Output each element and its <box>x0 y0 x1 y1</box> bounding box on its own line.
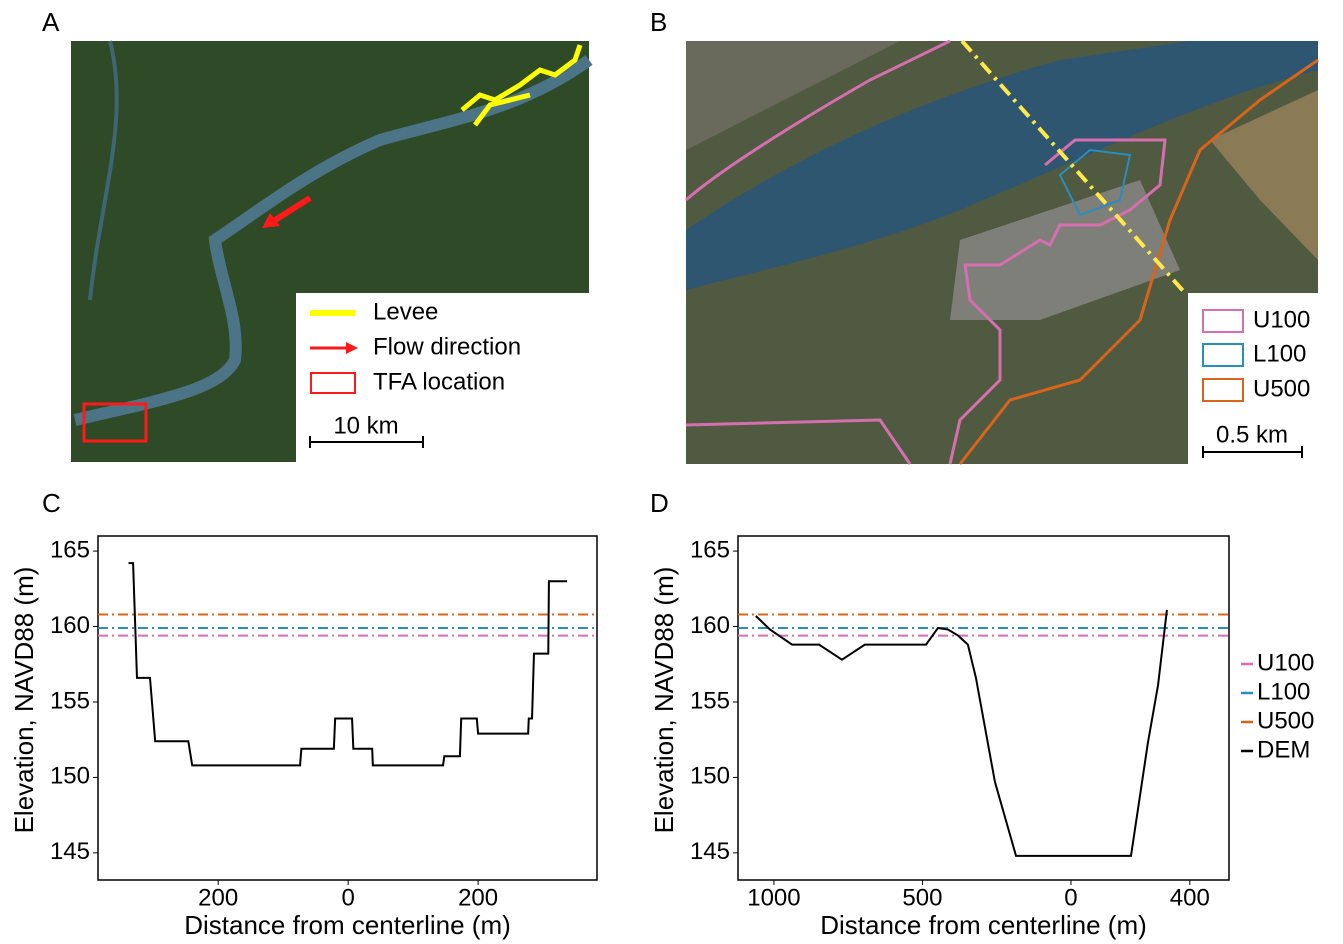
map-b: U100 L100 U500 0.5 km <box>685 39 1319 465</box>
scale-bar <box>309 436 424 448</box>
floodplain-u100 <box>685 418 912 465</box>
legend-swatch <box>346 342 358 354</box>
y-tick-label: 165 <box>690 536 730 563</box>
x-tick-label: 200 <box>198 884 238 911</box>
panel-label: D <box>650 488 669 518</box>
legend-label: L100 <box>1253 340 1306 367</box>
legend-label: Levee <box>373 298 438 325</box>
floodplain-u100 <box>685 39 951 202</box>
y-tick-label: 155 <box>50 687 90 714</box>
legend-label: DEM <box>1257 736 1310 763</box>
flow-arrow <box>262 213 280 228</box>
field <box>1210 90 1318 260</box>
x-axis-label: Distance from centerline (m) <box>820 910 1147 940</box>
legend-swatch <box>310 372 356 394</box>
y-tick-label: 150 <box>690 763 730 790</box>
legend-label: U100 <box>1257 649 1314 676</box>
y-tick-label: 165 <box>50 536 90 563</box>
legend-label: TFA location <box>373 368 505 395</box>
floodplain-u500 <box>958 58 1319 465</box>
x-tick-label: 0 <box>1064 884 1077 911</box>
levee <box>473 92 531 127</box>
floodplain-u100 <box>948 138 1167 465</box>
x-tick-label: 400 <box>1170 884 1210 911</box>
river <box>686 41 1318 290</box>
x-tick-label: 1000 <box>747 884 800 911</box>
elevation-line <box>755 609 1168 857</box>
x-tick-label: 500 <box>902 884 942 911</box>
x-tick-label: 0 <box>341 884 354 911</box>
y-tick-label: 145 <box>50 838 90 865</box>
y-tick-label: 155 <box>690 687 730 714</box>
legend-swatch <box>1202 378 1244 402</box>
legend-label: U500 <box>1257 707 1314 734</box>
river <box>88 40 119 301</box>
scale-label: 10 km <box>333 412 398 439</box>
y-axis-label: Elevation, NAVD88 (m) <box>9 567 39 834</box>
x-axis-label: Distance from centerline (m) <box>184 910 511 940</box>
panel-label: A <box>42 7 60 37</box>
tfa-location <box>82 402 148 443</box>
panel-label: B <box>650 7 667 37</box>
legend-label: U100 <box>1253 306 1310 333</box>
y-axis-label: Elevation, NAVD88 (m) <box>649 567 679 834</box>
y-tick-label: 145 <box>690 838 730 865</box>
flow-arrow <box>270 195 312 225</box>
town <box>686 41 900 150</box>
map-a: Levee Flow direction TFA location 10 km <box>71 40 593 462</box>
plot-frame <box>737 535 1230 881</box>
legend-label: U500 <box>1253 375 1310 402</box>
scale-label: 0.5 km <box>1216 421 1288 448</box>
y-tick-label: 160 <box>690 612 730 639</box>
y-tick-label: 150 <box>50 763 90 790</box>
elevation-line <box>128 562 568 767</box>
legend-box <box>296 293 589 462</box>
scale-bar <box>1202 446 1303 458</box>
panel-label: C <box>42 488 61 518</box>
floodplain-l100 <box>1058 148 1132 217</box>
legend-label: Flow direction <box>373 333 521 360</box>
levee <box>460 44 583 112</box>
y-tick-label: 160 <box>50 612 90 639</box>
legend-swatch <box>1202 343 1244 367</box>
legend-swatch <box>1202 309 1244 333</box>
river <box>73 55 593 426</box>
x-tick-label: 200 <box>458 884 498 911</box>
legend-label: L100 <box>1257 678 1310 705</box>
plot-frame <box>97 535 598 881</box>
